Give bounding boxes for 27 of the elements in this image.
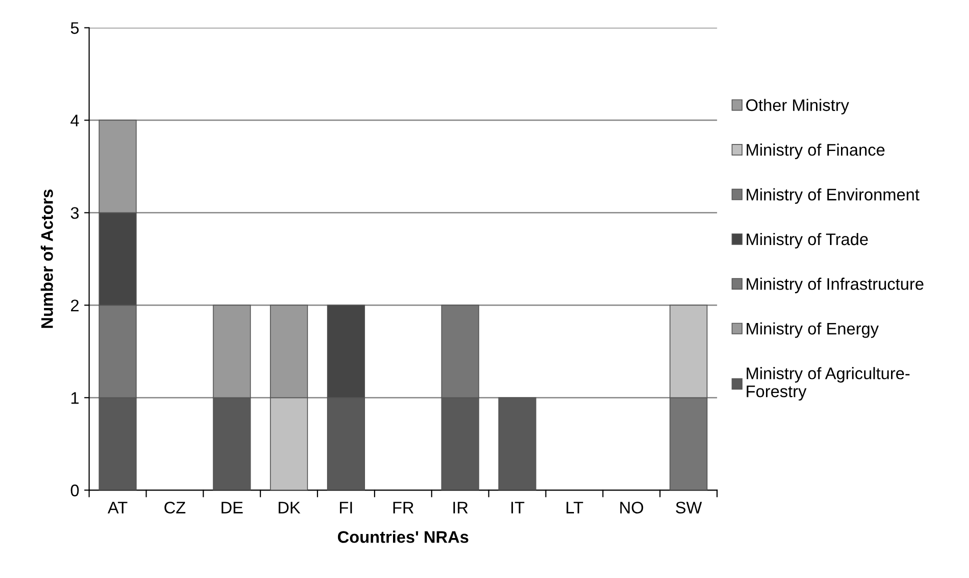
y-tick-label: 1 — [71, 392, 79, 404]
y-tick-label: 5 — [70, 22, 79, 34]
legend-label: Ministry of Agriculture- Forestry — [746, 367, 910, 401]
x-tick-label: FI — [340, 502, 352, 514]
y-tick-label: 3 — [70, 207, 79, 219]
x-tick-label: AT — [108, 502, 128, 514]
legend-label: Ministry of Infrastructure — [746, 278, 924, 294]
x-tick-label: DK — [278, 502, 300, 514]
x-tick-label: SW — [676, 502, 702, 514]
x-tick-label: LT — [566, 502, 584, 514]
y-tick-label: 4 — [70, 114, 79, 126]
x-tick-label: CZ — [164, 502, 186, 514]
x-tick-label: DE — [222, 502, 243, 514]
legend-label: Ministry of Finance — [746, 144, 885, 160]
legend-label: Other Ministry — [746, 98, 850, 114]
legend-label: Ministry of Energy — [746, 322, 879, 338]
y-tick-label: 2 — [70, 300, 79, 312]
x-tick-label: IT — [511, 502, 524, 514]
x-tick-label: IR — [453, 502, 468, 514]
x-tick-label: FR — [393, 502, 414, 514]
legend-label: Ministry of Trade — [746, 232, 868, 248]
x-axis-title: Countries' NRAs — [338, 530, 468, 543]
y-tick-label: 0 — [70, 484, 79, 496]
bar — [498, 397, 536, 490]
legend-label: Ministry of Environment — [746, 188, 920, 204]
x-tick-label: NO — [620, 502, 644, 514]
y-axis-title: Number of Actors — [40, 190, 53, 328]
